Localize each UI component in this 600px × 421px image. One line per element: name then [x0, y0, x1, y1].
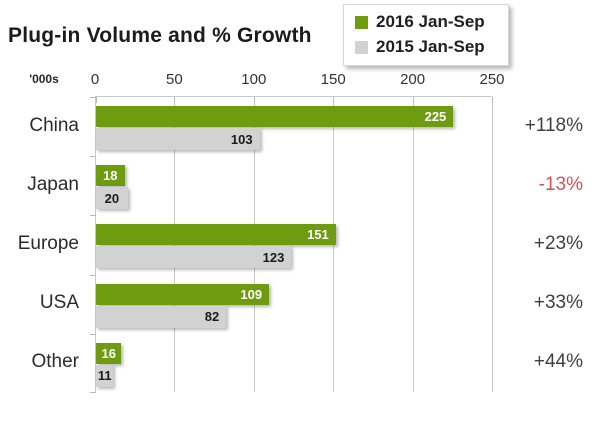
bar-2016-usa: 109 [96, 283, 270, 305]
bar-value-label: 82 [204, 309, 220, 325]
growth-label-europe: +23% [533, 233, 583, 254]
growth-label-japan: -13% [538, 173, 583, 195]
x-axis-tick-label: 200 [400, 71, 426, 88]
bar-value-label: 151 [307, 227, 329, 243]
x-axis-tick-label: 100 [241, 71, 267, 88]
gridline-250 [492, 97, 493, 392]
x-axis-tick-250 [492, 97, 493, 103]
y-axis-tick [90, 156, 96, 157]
category-label-other: Other [31, 351, 79, 373]
gridline-200 [412, 97, 414, 392]
bar-2016-europe: 151 [96, 224, 336, 246]
legend-label-2016: 2016 Jan-Sep [376, 12, 485, 31]
bar-2015-other: 11 [96, 364, 114, 387]
y-axis-tick [90, 275, 96, 276]
bar-2015-japan: 20 [96, 187, 128, 210]
x-axis-tick-0 [96, 97, 97, 103]
x-axis-tick-label: 0 [90, 71, 100, 88]
x-axis-tick-150 [333, 97, 335, 103]
bar-value-label: 103 [230, 131, 253, 147]
x-axis-tick-label: 50 [166, 71, 183, 88]
axis-unit-label: '000s [29, 72, 59, 86]
bar-2016-china: 225 [96, 106, 454, 127]
bar-value-label: 225 [424, 109, 447, 124]
y-axis-tick [90, 392, 96, 393]
legend: 2016 Jan-Sep 2015 Jan-Sep [343, 4, 509, 66]
bar-value-label: 18 [103, 168, 118, 184]
legend-item-2015: 2015 Jan-Sep [355, 37, 498, 57]
bar-value-label: 109 [240, 286, 263, 302]
bar-2015-china: 103 [96, 128, 260, 150]
growth-label-usa: +33% [533, 292, 583, 314]
y-axis-tick [90, 334, 96, 335]
legend-swatch-2015-icon [355, 40, 368, 54]
chart-title: Plug-in Volume and % Growth [8, 24, 312, 47]
category-label-europe: Europe [17, 233, 79, 254]
x-axis-tick-label: 250 [479, 71, 505, 88]
category-label-japan: Japan [27, 173, 79, 195]
x-axis-tick-100 [253, 97, 255, 103]
x-axis-tick-200 [412, 97, 414, 103]
bar-value-label: 123 [262, 249, 285, 265]
bar-value-label: 16 [101, 345, 116, 361]
y-axis-tick [90, 97, 96, 98]
category-label-usa: USA [39, 292, 79, 314]
y-axis-tick [90, 215, 96, 216]
bar-2016-other: 16 [96, 342, 122, 364]
legend-label-2015: 2015 Jan-Sep [376, 37, 485, 56]
legend-item-2016: 2016 Jan-Sep [355, 12, 498, 32]
growth-label-china: +118% [524, 114, 583, 136]
bar-2015-usa: 82 [96, 305, 227, 328]
bar-value-label: 11 [97, 368, 112, 384]
category-label-china: China [29, 114, 79, 136]
growth-label-other: +44% [533, 351, 583, 373]
bar-2015-europe: 123 [96, 246, 292, 269]
x-axis-tick-label: 150 [320, 71, 346, 88]
x-axis-tick-50 [174, 97, 176, 103]
bar-value-label: 20 [104, 190, 120, 206]
legend-swatch-2016-icon [355, 15, 368, 29]
plot-area: 225 103 18 20 151 123 109 82 16 11 [90, 96, 493, 393]
bar-2016-japan: 18 [96, 165, 125, 187]
